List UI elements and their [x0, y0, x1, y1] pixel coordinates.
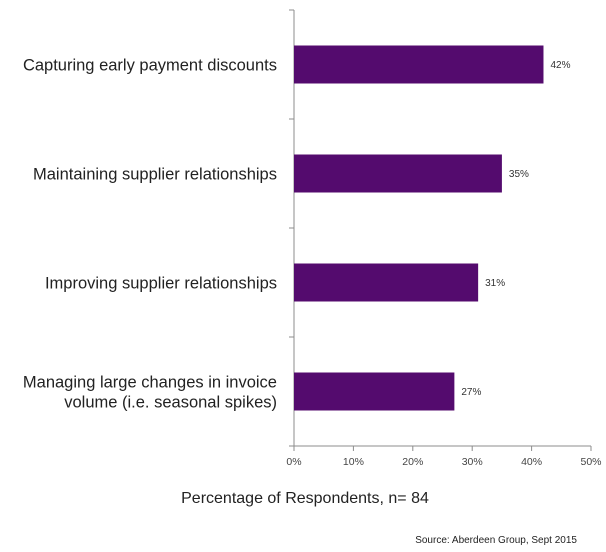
bar — [294, 263, 479, 302]
category-label-line: Managing large changes in invoice — [23, 374, 277, 392]
x-tick-label: 20% — [402, 456, 423, 468]
data-label: 31% — [485, 278, 505, 289]
bar — [294, 372, 455, 411]
category-label-line: Maintaining supplier relationships — [33, 166, 277, 184]
category-label: Improving supplier relationships — [45, 275, 277, 293]
category-label-line: Improving supplier relationships — [45, 275, 277, 293]
x-axis-label: Percentage of Respondents, n= 84 — [181, 490, 429, 507]
category-labels: Capturing early payment discounts Maintai… — [23, 57, 277, 412]
category-label: Capturing early payment discounts — [23, 57, 277, 75]
data-label: 42% — [550, 60, 570, 71]
category-label-line: volume (i.e. seasonal spikes) — [64, 394, 277, 412]
x-tick-label: 30% — [462, 456, 483, 468]
category-label: Maintaining supplier relationships — [33, 166, 277, 184]
bar — [294, 154, 502, 193]
bar — [294, 45, 544, 84]
x-tick-label: 50% — [580, 456, 601, 468]
category-label: Managing large changes in invoice volume … — [23, 374, 277, 412]
chart-bars — [294, 45, 544, 411]
source-note: Source: Aberdeen Group, Sept 2015 — [415, 535, 577, 546]
data-labels: 42% 35% 31% 27% — [461, 60, 570, 398]
data-label: 27% — [461, 387, 481, 398]
category-label-line: Capturing early payment discounts — [23, 57, 277, 75]
x-tick-label: 40% — [521, 456, 542, 468]
data-label: 35% — [509, 169, 529, 180]
x-tick-labels: 0% 10% 20% 30% 40% 50% — [286, 456, 601, 468]
x-tick-label: 0% — [286, 456, 301, 468]
x-tick-label: 10% — [343, 456, 364, 468]
